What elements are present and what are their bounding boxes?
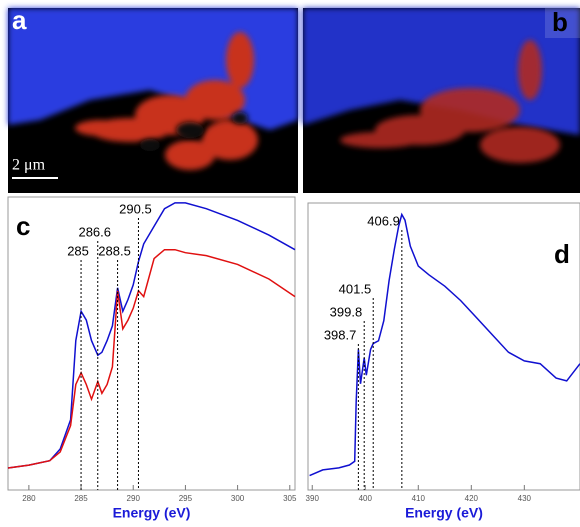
- x-tick-label: 285: [74, 494, 88, 503]
- plot-frame: [7, 196, 296, 491]
- x-tick-label: 410: [412, 494, 426, 503]
- x-tick-label: 290: [127, 494, 141, 503]
- x-tick-label: 305: [283, 494, 297, 503]
- scale-bar-label: 2 μm: [12, 157, 46, 174]
- line-series: [309, 212, 580, 477]
- x-tick-label: 295: [179, 494, 193, 503]
- panel-label: d: [554, 239, 570, 269]
- annotation-label: 401.5: [339, 281, 372, 296]
- x-tick-label: 280: [22, 494, 36, 503]
- line-series: [7, 248, 296, 469]
- x-tick-label: 400: [359, 494, 373, 503]
- annotation-label: 285: [67, 243, 89, 258]
- annotation-label: 406.9: [367, 213, 400, 228]
- annotation-label: 286.6: [78, 224, 111, 239]
- image-a: a 2 μm: [8, 5, 298, 193]
- plot-frame: [307, 202, 580, 491]
- annotation-label: 399.8: [330, 304, 363, 319]
- annotation-label: 288.5: [98, 243, 131, 258]
- panel-label: c: [16, 211, 30, 241]
- image-b: b: [303, 7, 580, 193]
- panel-label: a: [12, 5, 27, 35]
- panel-label: b: [552, 7, 568, 37]
- line-series: [7, 202, 296, 469]
- x-axis-label: Energy (eV): [113, 505, 191, 521]
- x-tick-label: 390: [306, 494, 320, 503]
- x-tick-label: 300: [231, 494, 245, 503]
- x-tick-label: 430: [518, 494, 532, 503]
- annotation-label: 290.5: [119, 201, 152, 216]
- x-tick-label: 420: [465, 494, 479, 503]
- x-axis-label: Energy (eV): [405, 505, 483, 521]
- annotation-label: 398.7: [324, 327, 357, 342]
